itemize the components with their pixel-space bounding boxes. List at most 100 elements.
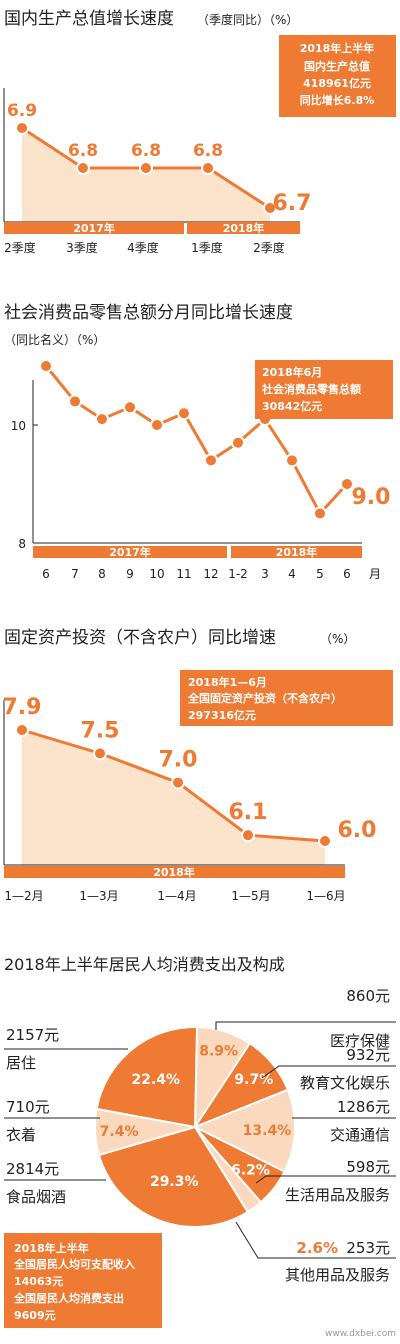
retail-chart: 社会消费品零售总额分月同比增长速度 （同比名义）（%） 10 8 9.0 2017年 201… bbox=[4, 303, 393, 581]
fai-year-bar bbox=[4, 866, 345, 878]
pie-category-name: 居住 bbox=[6, 1054, 36, 1072]
pie-infobox-line: 14063元 bbox=[14, 1275, 63, 1288]
fai-x-tick: 1—6月 bbox=[306, 889, 345, 903]
fai-infobox-line: 297316亿元 bbox=[188, 708, 256, 722]
retail-infobox-line: 社会消费品零售总额 bbox=[261, 382, 361, 396]
pie-amount: 598元 bbox=[346, 1158, 390, 1176]
retail-point bbox=[285, 453, 299, 468]
fai-value-label: 7.0 bbox=[159, 748, 198, 773]
gdp-unit: （季度同比）（%） bbox=[197, 12, 298, 27]
retail-infobox-line: 2018年6月 bbox=[262, 365, 322, 379]
gdp-year-label: 2017年 bbox=[73, 221, 115, 235]
pie-amount: 932元 bbox=[346, 1046, 390, 1064]
pie-slice-label: 8.9% bbox=[199, 1044, 238, 1060]
fai-x-tick: 1—5月 bbox=[231, 889, 270, 903]
retail-year-label: 2017年 bbox=[109, 545, 151, 559]
retail-point bbox=[204, 453, 218, 468]
pie-slice bbox=[97, 1125, 250, 1228]
pie-amount: 710元 bbox=[6, 1098, 50, 1116]
retail-value-label: 9.0 bbox=[352, 485, 391, 510]
pie-slice-label: 9.7% bbox=[234, 1072, 273, 1088]
gdp-infobox-line: 418961亿元 bbox=[303, 76, 371, 90]
retail-year-bar bbox=[33, 546, 227, 558]
gdp-x-tick: 1季度 bbox=[191, 240, 223, 255]
pie-slice-label: 2.6% bbox=[296, 1239, 338, 1257]
fai-chart: 固定资产投资（不含农户）同比增速 （%）7.97.57.06.16.02018年1… bbox=[3, 628, 393, 903]
pie-amount: 2157元 bbox=[6, 1026, 59, 1044]
gdp-point bbox=[201, 161, 215, 175]
gdp-point bbox=[139, 161, 153, 175]
retail-infobox bbox=[255, 360, 393, 419]
retail-point bbox=[123, 400, 137, 415]
pie-amount: 860元 bbox=[346, 987, 390, 1005]
gdp-value-label: 6.8 bbox=[193, 141, 223, 161]
pie-slice-label: 13.4% bbox=[243, 1123, 292, 1139]
pie-title: 2018年上半年居民人均消费支出及构成 bbox=[4, 955, 285, 974]
retail-point bbox=[95, 412, 109, 427]
gdp-value-label: 6.7 bbox=[273, 191, 312, 216]
gdp-point bbox=[76, 161, 90, 175]
retail-x-tick: 4 bbox=[288, 567, 296, 581]
pie-amount: 2814元 bbox=[6, 1160, 59, 1178]
retail-point bbox=[313, 506, 327, 521]
fai-infobox-line: 全国固定资产投资（不含农户） bbox=[187, 691, 342, 705]
fai-value-label: 6.1 bbox=[229, 800, 268, 825]
fai-value-label: 7.9 bbox=[3, 695, 42, 720]
retail-point bbox=[150, 418, 164, 432]
gdp-infobox-line: 国内生产总值 bbox=[304, 59, 370, 73]
fai-infobox-line: 2018年1—6月 bbox=[188, 675, 267, 689]
retail-x-tick: 7 bbox=[71, 567, 79, 581]
retail-infobox-line: 30842亿元 bbox=[262, 399, 322, 413]
gdp-infobox-line: 同比增长6.8% bbox=[300, 93, 375, 107]
pie-category-name: 教育文化娱乐 bbox=[300, 1074, 390, 1092]
pie-category-name: 食品烟酒 bbox=[6, 1188, 66, 1206]
gdp-infobox-line: 2018年上半年 bbox=[300, 41, 375, 55]
pie-infobox-line: 9609元 bbox=[14, 1309, 56, 1322]
pie-infobox bbox=[4, 1233, 162, 1328]
gdp-value-label: 6.9 bbox=[7, 101, 37, 121]
gdp-year-bar bbox=[4, 222, 184, 234]
retail-x-tick: 9 bbox=[126, 567, 134, 581]
pie-leader-line bbox=[261, 1065, 396, 1079]
retail-year-bar bbox=[231, 546, 362, 558]
gdp-year-label: 2018年 bbox=[223, 221, 265, 235]
gdp-x-tick: 3季度 bbox=[66, 240, 98, 255]
fai-point bbox=[15, 723, 29, 737]
gdp-infobox bbox=[279, 35, 396, 117]
retail-x-tick: 8 bbox=[98, 567, 106, 581]
fai-point bbox=[241, 828, 255, 843]
pie-category-name: 交通通信 bbox=[330, 1126, 390, 1144]
retail-point bbox=[231, 435, 245, 450]
retail-x-tick: 12 bbox=[203, 567, 218, 581]
retail-x-tick: 6 bbox=[343, 567, 351, 581]
retail-x-tick: 1-2 bbox=[228, 567, 248, 581]
fai-infobox bbox=[180, 670, 393, 726]
fai-x-tick: 1—3月 bbox=[79, 889, 118, 903]
retail-x-unit: 月 bbox=[369, 567, 381, 581]
retail-x-tick: 6 bbox=[42, 567, 50, 581]
retail-year-label: 2018年 bbox=[276, 545, 318, 559]
gdp-x-tick: 4季度 bbox=[127, 240, 159, 255]
pie-slice-label: 6.2% bbox=[231, 1163, 270, 1179]
retail-point bbox=[68, 394, 82, 409]
gdp-value-label: 6.8 bbox=[68, 141, 98, 161]
gdp-chart: 国内生产总值增长速度 （季度同比）（%） 6.9 6.8 6.8 6.8 6.7 2017年 2… bbox=[3, 9, 396, 255]
fai-year-label: 2018年 bbox=[153, 865, 195, 879]
retail-x-tick: 5 bbox=[316, 567, 324, 581]
retail-x-tick: 11 bbox=[176, 567, 191, 581]
gdp-value-label: 6.8 bbox=[131, 141, 161, 161]
gdp-year-bar bbox=[187, 222, 300, 234]
pie-leader-line bbox=[255, 1175, 396, 1184]
pie-infobox-line: 全国居民人均消费支出 bbox=[13, 1291, 124, 1305]
retail-y-tick: 10 bbox=[11, 419, 26, 433]
pie-leader-line bbox=[215, 1021, 396, 1030]
fai-point bbox=[318, 834, 332, 848]
gdp-point bbox=[15, 121, 29, 135]
fai-area bbox=[22, 730, 325, 865]
fai-point bbox=[93, 746, 107, 761]
retail-point bbox=[340, 477, 354, 491]
retail-y-tick: 8 bbox=[18, 537, 26, 551]
pie-slice bbox=[95, 1026, 199, 1129]
gdp-point bbox=[263, 201, 277, 215]
